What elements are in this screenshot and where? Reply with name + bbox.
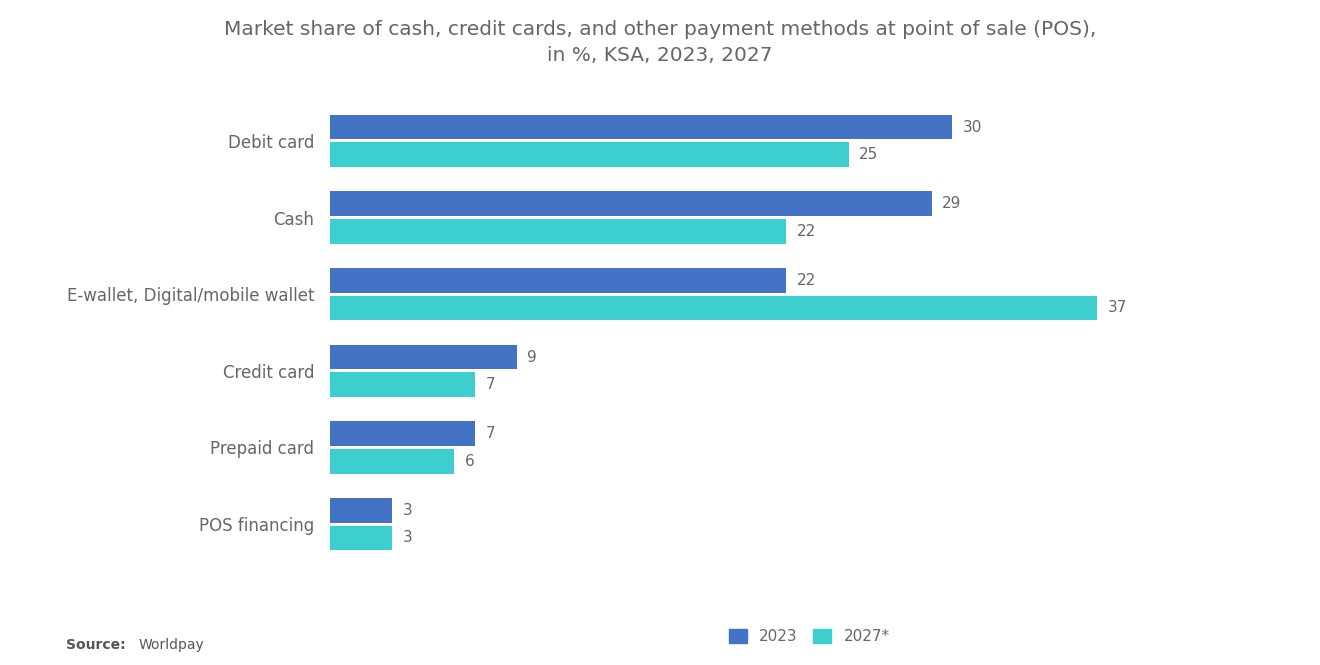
- Legend: 2023, 2027*: 2023, 2027*: [722, 622, 896, 650]
- Bar: [330, 422, 475, 446]
- Text: 7: 7: [486, 426, 495, 441]
- Text: Source:: Source:: [66, 638, 125, 652]
- Bar: [330, 115, 952, 140]
- Bar: [330, 142, 849, 167]
- Text: 3: 3: [403, 503, 412, 518]
- Text: 22: 22: [797, 273, 816, 288]
- Bar: [330, 525, 392, 550]
- Bar: [330, 192, 932, 216]
- Text: 25: 25: [859, 147, 878, 162]
- Text: Market share of cash, credit cards, and other payment methods at point of sale (: Market share of cash, credit cards, and …: [224, 20, 1096, 65]
- Bar: [330, 498, 392, 523]
- Bar: [330, 344, 516, 369]
- Text: 29: 29: [942, 196, 961, 211]
- Text: 3: 3: [403, 531, 412, 545]
- Text: 7: 7: [486, 377, 495, 392]
- Bar: [330, 372, 475, 397]
- Text: 9: 9: [527, 350, 537, 364]
- Text: 37: 37: [1107, 301, 1127, 315]
- Text: Worldpay: Worldpay: [139, 638, 205, 652]
- Bar: [330, 268, 787, 293]
- Text: 30: 30: [962, 120, 982, 134]
- Bar: [330, 219, 787, 243]
- Text: 22: 22: [797, 224, 816, 239]
- Bar: [330, 449, 454, 473]
- Text: 6: 6: [465, 454, 475, 469]
- Bar: [330, 296, 1097, 321]
